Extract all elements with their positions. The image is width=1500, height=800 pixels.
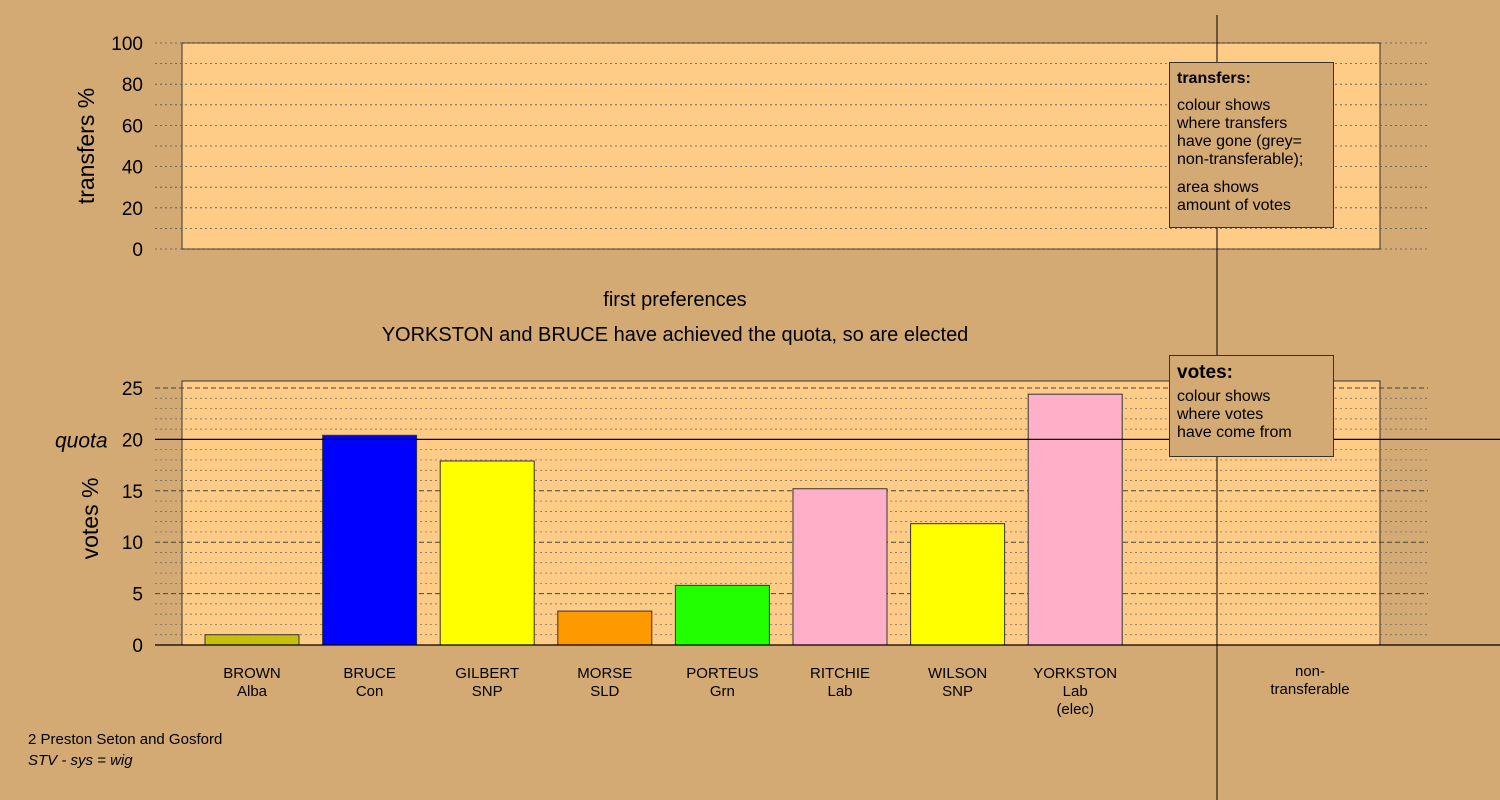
transfers-note-line: have gone (grey=	[1177, 133, 1302, 150]
bar-wilson	[910, 523, 1006, 646]
nontransferable-label: transferable	[1270, 681, 1349, 698]
category-label: BROWN	[223, 665, 281, 682]
category-label: Lab	[1063, 683, 1088, 700]
category-label: MORSE	[577, 665, 632, 682]
votes-tick-label: 0	[132, 636, 143, 657]
bar-brown	[204, 634, 300, 646]
system-label: STV - sys = wig	[28, 752, 133, 769]
transfers-axis-title: transfers %	[73, 88, 99, 204]
category-label: YORKSTON	[1033, 665, 1117, 682]
category-label: Con	[356, 683, 384, 700]
bar-bruce	[322, 434, 418, 646]
votes-tick-label: 25	[122, 379, 143, 400]
votes-tick-label: 10	[122, 533, 143, 554]
transfers-note-title: transfers:	[1177, 70, 1251, 87]
stage-caption: first preferences	[603, 289, 747, 311]
transfers-note-line: non-transferable);	[1177, 151, 1304, 168]
bar-yorkston	[1027, 393, 1123, 646]
category-label: RITCHIE	[810, 665, 870, 682]
bar-porteus	[674, 584, 770, 646]
category-label: PORTEUS	[686, 665, 758, 682]
votes-axis-title: votes %	[77, 478, 103, 560]
category-label: BRUCE	[343, 665, 396, 682]
transfers-note-line: amount of votes	[1177, 197, 1291, 214]
transfers-tick-label: 80	[122, 75, 143, 96]
transfers-note-line: colour shows	[1177, 97, 1271, 114]
category-label: SNP	[472, 683, 503, 700]
transfers-note-line: where transfers	[1177, 115, 1288, 132]
transfers-tick-label: 20	[122, 199, 143, 220]
transfers-legend-note: transfers: colour shows where transfers …	[1169, 62, 1334, 228]
bar-gilbert	[439, 460, 535, 646]
transfers-tick-label: 100	[111, 34, 143, 55]
category-label: Lab	[827, 683, 852, 700]
votes-note-title: votes:	[1177, 362, 1233, 383]
transfers-tick-label: 40	[122, 158, 143, 179]
transfers-tick-label: 60	[122, 116, 143, 137]
status-caption: YORKSTON and BRUCE have achieved the quo…	[381, 324, 969, 346]
nontransferable-label: non-	[1295, 663, 1325, 680]
votes-legend-note: votes: colour shows where votes have com…	[1169, 355, 1334, 457]
category-label: Alba	[237, 683, 268, 700]
votes-note-line: colour shows	[1177, 388, 1271, 405]
votes-note-line: have come from	[1177, 424, 1292, 441]
category-label: SNP	[942, 683, 973, 700]
category-label: WILSON	[928, 665, 987, 682]
votes-tick-label: 15	[122, 482, 143, 503]
transfers-note-line: area shows	[1177, 179, 1259, 196]
bar-ritchie	[792, 488, 888, 646]
category-label: (elec)	[1056, 701, 1094, 718]
area-label: 2 Preston Seton and Gosford	[28, 731, 223, 748]
quota-label: quota	[55, 429, 108, 452]
votes-tick-label: 5	[132, 585, 143, 606]
category-label: GILBERT	[455, 665, 519, 682]
votes-note-line: where votes	[1177, 406, 1264, 423]
transfers-tick-label: 0	[132, 240, 143, 261]
category-label: SLD	[590, 683, 619, 700]
bar-morse	[557, 610, 653, 646]
category-label: Grn	[710, 683, 735, 700]
votes-tick-label: 20	[122, 430, 143, 451]
